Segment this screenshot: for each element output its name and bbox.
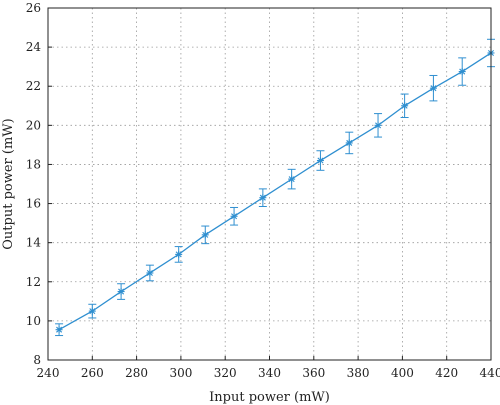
- data-point: [429, 74, 438, 102]
- y-tick-label: 24: [26, 40, 42, 54]
- asterisk-marker: [117, 288, 125, 296]
- asterisk-marker: [259, 194, 267, 202]
- y-tick-label: 16: [26, 197, 41, 211]
- data-point: [287, 168, 296, 190]
- x-tick-label: 300: [169, 366, 192, 380]
- data-point: [258, 188, 267, 207]
- data-point: [117, 283, 126, 300]
- x-tick-label: 440: [480, 366, 500, 380]
- asterisk-marker: [345, 139, 353, 147]
- data-point: [88, 303, 97, 319]
- data-point: [458, 57, 467, 86]
- asterisk-marker: [230, 212, 238, 220]
- y-tick-label: 20: [26, 118, 41, 132]
- asterisk-marker: [146, 269, 154, 277]
- asterisk-marker: [88, 307, 96, 315]
- y-tick-label: 12: [26, 275, 41, 289]
- series-layer: [55, 38, 495, 337]
- asterisk-marker: [288, 175, 296, 183]
- x-tick-label: 400: [391, 366, 414, 380]
- data-point: [316, 150, 325, 171]
- data-point: [201, 225, 210, 245]
- data-point: [174, 246, 183, 263]
- x-tick-label: 420: [435, 366, 458, 380]
- x-tick-label: 380: [347, 366, 370, 380]
- asterisk-marker: [55, 326, 63, 334]
- asterisk-marker: [429, 84, 437, 92]
- x-tick-label: 280: [125, 366, 148, 380]
- y-tick-label: 10: [26, 314, 41, 328]
- y-tick-label: 22: [26, 79, 41, 93]
- grid: [48, 8, 491, 360]
- x-axis-title: Input power (mW): [209, 390, 330, 405]
- y-tick-label: 14: [26, 236, 42, 250]
- asterisk-marker: [458, 68, 466, 76]
- y-tick-label: 18: [26, 157, 41, 171]
- data-point: [400, 93, 409, 119]
- axes: 240 260 280 300 320 340 360 380 400 420 440 8 10 12 14…: [26, 1, 500, 380]
- asterisk-marker: [201, 231, 209, 239]
- data-point: [345, 131, 354, 155]
- x-tick-label: 320: [214, 366, 237, 380]
- y-tick-label: 26: [26, 1, 41, 15]
- data-point: [230, 206, 239, 226]
- data-point: [145, 264, 154, 282]
- series-line: [58, 52, 492, 331]
- y-axis-title: Output power (mW): [1, 118, 16, 249]
- x-tick-label: 260: [81, 366, 104, 380]
- asterisk-marker: [374, 121, 382, 129]
- x-tick-label: 340: [258, 366, 281, 380]
- asterisk-marker: [316, 157, 324, 165]
- asterisk-marker: [401, 102, 409, 110]
- x-tick-label: 240: [37, 366, 60, 380]
- asterisk-marker: [175, 250, 183, 258]
- data-point: [374, 113, 383, 138]
- x-tick-label: 360: [302, 366, 325, 380]
- y-tick-label: 8: [33, 353, 41, 367]
- data-point: [55, 323, 64, 337]
